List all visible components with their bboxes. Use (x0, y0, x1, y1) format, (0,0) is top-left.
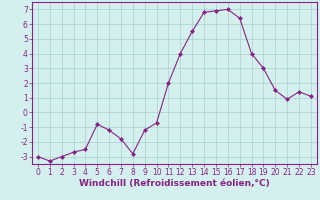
X-axis label: Windchill (Refroidissement éolien,°C): Windchill (Refroidissement éolien,°C) (79, 179, 270, 188)
